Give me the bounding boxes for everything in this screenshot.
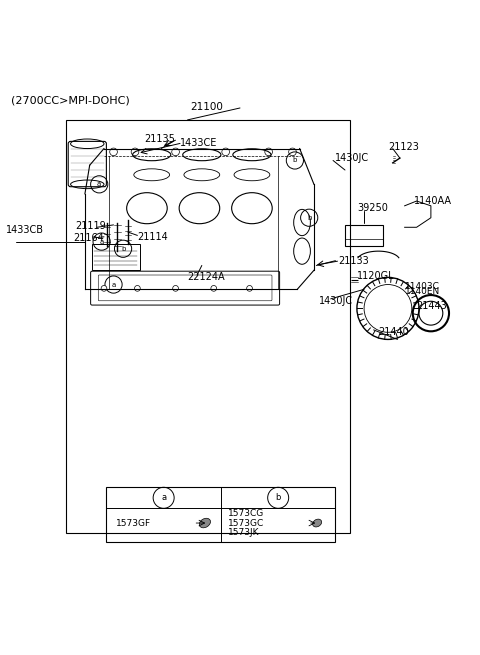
Bar <box>66 120 350 533</box>
Text: b: b <box>276 493 281 502</box>
Text: 1140AA: 1140AA <box>414 196 452 206</box>
Text: 21119: 21119 <box>75 221 106 231</box>
Text: 1433CE: 1433CE <box>180 138 218 148</box>
Text: 1573GF: 1573GF <box>116 519 151 527</box>
Text: 1430JC: 1430JC <box>319 296 353 307</box>
Text: 21135: 21135 <box>144 134 175 144</box>
Text: 1573CG: 1573CG <box>228 509 264 518</box>
Text: 21443: 21443 <box>417 301 447 311</box>
Text: a: a <box>161 493 166 502</box>
Text: b: b <box>307 215 312 221</box>
Text: 1433CB: 1433CB <box>6 225 44 234</box>
Circle shape <box>211 286 216 291</box>
Text: 21164: 21164 <box>73 233 104 243</box>
Circle shape <box>173 286 179 291</box>
Text: b: b <box>121 246 125 252</box>
Circle shape <box>247 286 252 291</box>
Ellipse shape <box>199 518 210 528</box>
Text: 21100: 21100 <box>190 102 223 111</box>
Text: a: a <box>97 181 101 187</box>
Ellipse shape <box>312 519 322 527</box>
Text: (2700CC>MPI-DOHC): (2700CC>MPI-DOHC) <box>11 96 130 106</box>
Bar <box>92 244 140 271</box>
Text: 21114: 21114 <box>137 232 168 242</box>
Text: 21440: 21440 <box>378 328 409 337</box>
Text: 1140EN: 1140EN <box>405 287 440 296</box>
Text: 1430JC: 1430JC <box>336 153 370 163</box>
Text: 1573GC: 1573GC <box>228 519 264 527</box>
Text: 22124A: 22124A <box>188 272 225 282</box>
Bar <box>345 225 383 246</box>
Text: 21133: 21133 <box>338 255 369 266</box>
Text: 1573JK: 1573JK <box>228 528 259 537</box>
Text: a: a <box>111 282 116 288</box>
Text: 11403C: 11403C <box>405 282 440 291</box>
Circle shape <box>134 286 140 291</box>
Text: a: a <box>99 238 104 244</box>
Circle shape <box>101 286 107 291</box>
Text: 21123: 21123 <box>388 142 419 152</box>
Bar <box>107 487 336 542</box>
Text: b: b <box>293 157 297 164</box>
Text: 1120GL: 1120GL <box>357 271 395 281</box>
Text: 39250: 39250 <box>357 203 388 213</box>
